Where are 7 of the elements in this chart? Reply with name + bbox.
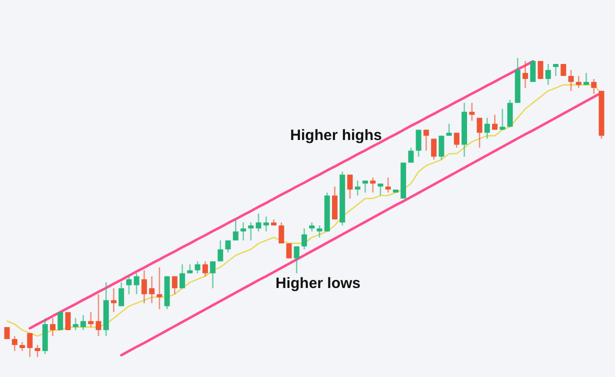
- candlestick: [286, 242, 292, 259]
- annotation: Higher lows: [275, 275, 361, 292]
- candlestick: [530, 60, 536, 83]
- candlestick: [538, 60, 544, 80]
- candlestick: [58, 312, 64, 331]
- annotation: Higher highs: [290, 127, 382, 144]
- candlestick: [65, 312, 71, 331]
